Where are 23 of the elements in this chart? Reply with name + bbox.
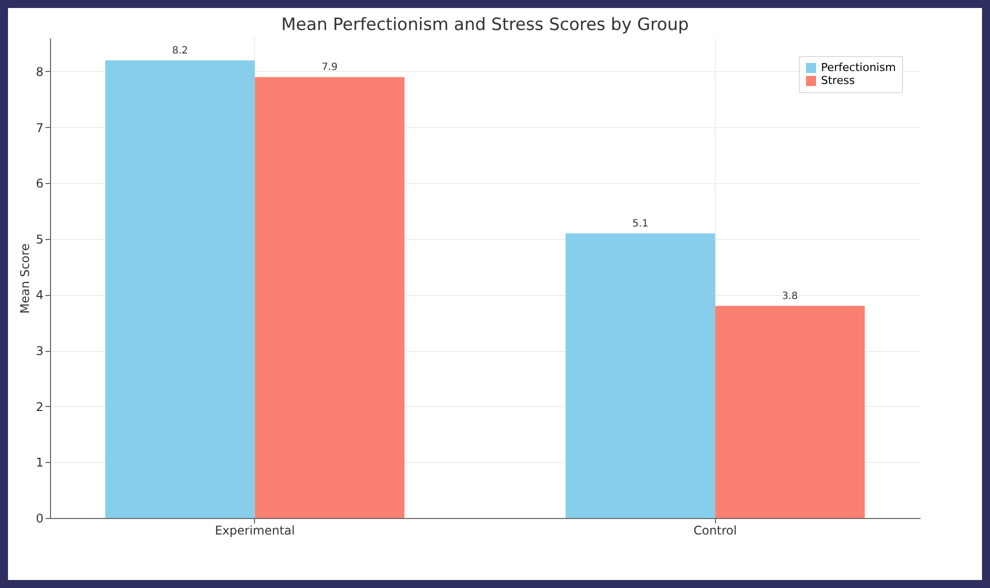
y-tick-label: 0 [36, 512, 44, 526]
data-label: 3.8 [782, 290, 798, 302]
legend-label: Stress [821, 74, 856, 87]
y-tick-label: 7 [36, 120, 44, 135]
y-axis-title: Mean Score [18, 243, 32, 314]
data-label: 8.2 [172, 45, 188, 56]
y-tick-label: 3 [36, 344, 44, 358]
data-label: 5.1 [632, 218, 648, 230]
bar [715, 306, 865, 518]
x-tick-label: Control [693, 524, 737, 538]
y-tick-label: 2 [36, 400, 44, 414]
data-label: 7.9 [322, 62, 338, 74]
bar [105, 60, 255, 518]
x-tick-label: Experimental [214, 524, 295, 538]
y-tick-label: 5 [36, 232, 44, 246]
y-tick-label: 4 [36, 288, 44, 302]
y-tick-label: 1 [36, 456, 44, 470]
chart-title: Mean Perfectionism and Stress Scores by Group [281, 15, 689, 35]
y-tick-label: 6 [36, 176, 44, 191]
legend-label: Perfectionism [821, 61, 896, 74]
bar [254, 77, 404, 518]
y-tick-label: 8 [36, 64, 44, 79]
bar [566, 233, 716, 518]
